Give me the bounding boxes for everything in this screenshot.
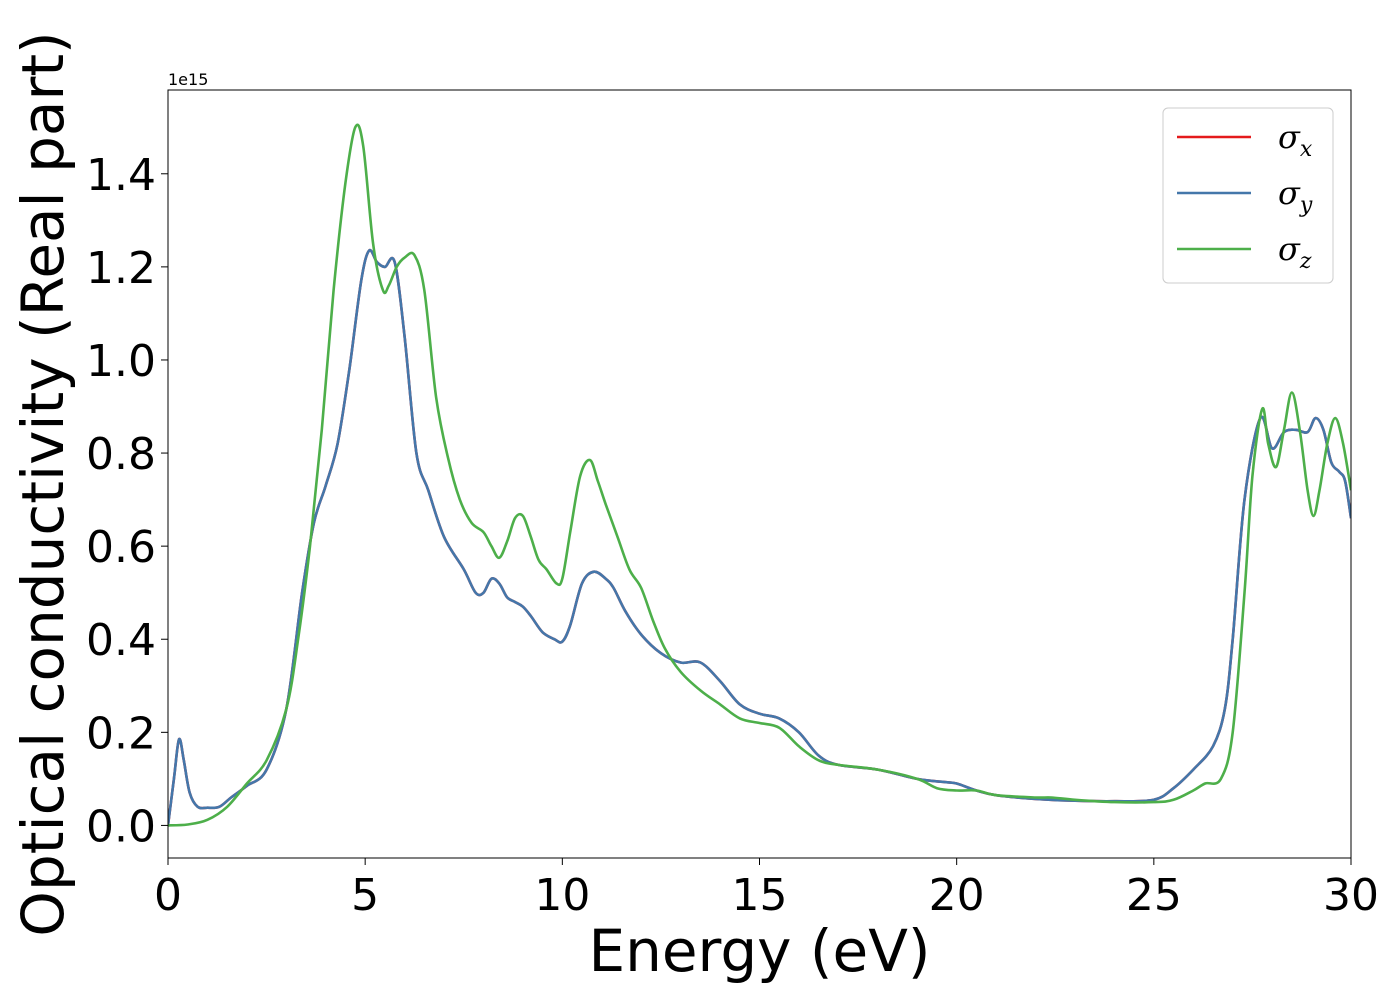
- x-tick-label: 30: [1323, 870, 1379, 921]
- y-tick-label: 0.2: [86, 708, 156, 759]
- series-line-y: [168, 248, 1351, 826]
- x-axis-title: Energy (eV): [588, 917, 930, 985]
- y-tick-label: 0.6: [86, 522, 156, 573]
- y-offset-text: 1e15: [168, 70, 208, 89]
- y-tick-label: 1.0: [86, 336, 156, 387]
- legend-box: [1162, 107, 1334, 284]
- x-ticks: 0 5 10 15 20 25 30: [154, 858, 1379, 921]
- x-tick-label: 20: [929, 870, 985, 921]
- x-tick-label: 10: [534, 870, 590, 921]
- x-tick-label: 0: [154, 870, 182, 921]
- legend: σx σy σz: [1162, 107, 1334, 284]
- x-tick-label: 25: [1126, 870, 1182, 921]
- y-tick-label: 0.0: [86, 801, 156, 852]
- series-layer: [168, 123, 1351, 827]
- y-tick-label: 0.8: [86, 429, 156, 480]
- series-line-z: [168, 123, 1351, 827]
- y-axis-title: Optical conductivity (Real part): [9, 31, 77, 936]
- legend-label-x: σx: [1278, 118, 1313, 162]
- y-tick-label: 1.2: [86, 243, 156, 294]
- x-tick-label: 15: [732, 870, 788, 921]
- x-tick-label: 5: [351, 870, 379, 921]
- legend-label-z: σz: [1278, 230, 1312, 274]
- y-ticks: 0.0 0.2 0.4 0.6 0.8 1.0 1.2 1.4: [86, 150, 168, 852]
- y-tick-label: 1.4: [86, 150, 156, 201]
- legend-label-y: σy: [1278, 174, 1313, 218]
- y-tick-label: 0.4: [86, 615, 156, 666]
